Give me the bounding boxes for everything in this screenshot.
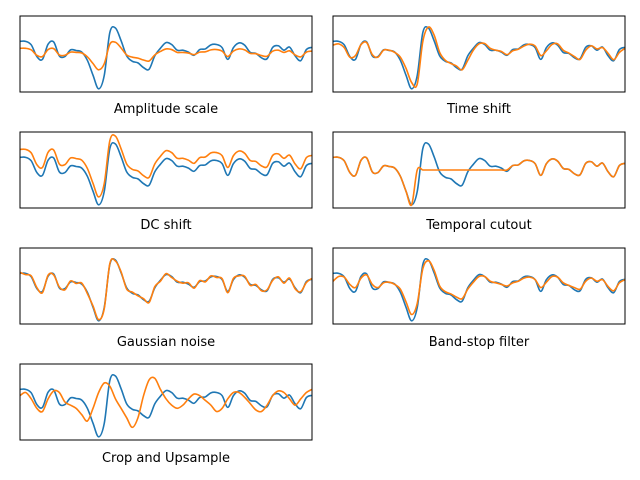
panel-time-shift: Time shift [332, 15, 626, 117]
panel-caption: Temporal cutout [425, 218, 531, 233]
panel-caption: Gaussian noise [117, 335, 215, 350]
augmented-signal-line [20, 257, 312, 321]
augmented-signal-line [20, 134, 312, 198]
panel-plot [20, 25, 312, 90]
panel-amplitude-scale: Amplitude scale [19, 15, 313, 117]
panel-caption: Crop and Upsample [102, 451, 230, 466]
axes-frame [332, 247, 626, 325]
original-signal-line [20, 373, 312, 438]
augmented-signal-line [333, 259, 625, 316]
original-signal-line [20, 25, 312, 90]
original-signal-line [20, 141, 312, 206]
panel-plot [333, 25, 625, 90]
augmented-signal-line [333, 26, 625, 89]
panel-dc-shift: DC shift [19, 131, 313, 233]
panel-gaussian-noise: Gaussian noise [19, 247, 313, 350]
augmented-signal-line [20, 40, 312, 71]
axes-frame [19, 15, 313, 93]
panel-plot [20, 373, 312, 438]
panel-temporal-cutout: Temporal cutout [332, 131, 626, 233]
panel-plot [333, 141, 625, 207]
panel-band-stop-filter: Band-stop filter [332, 247, 626, 350]
axes-frame [19, 363, 313, 441]
panel-caption: Amplitude scale [114, 102, 218, 117]
axes-frame [19, 247, 313, 325]
augmented-signal-line [333, 156, 625, 207]
panel-plot [333, 257, 625, 322]
panel-caption: DC shift [140, 218, 191, 233]
panel-plot [20, 134, 312, 206]
axes-frame [19, 131, 313, 209]
panel-plot [20, 257, 312, 322]
augmented-signal-line [20, 376, 312, 429]
panel-caption: Time shift [446, 102, 511, 117]
panel-caption: Band-stop filter [429, 335, 530, 350]
axes-frame [332, 15, 626, 93]
axes-frame [332, 131, 626, 209]
panel-crop-and-upsample: Crop and Upsample [19, 363, 313, 466]
